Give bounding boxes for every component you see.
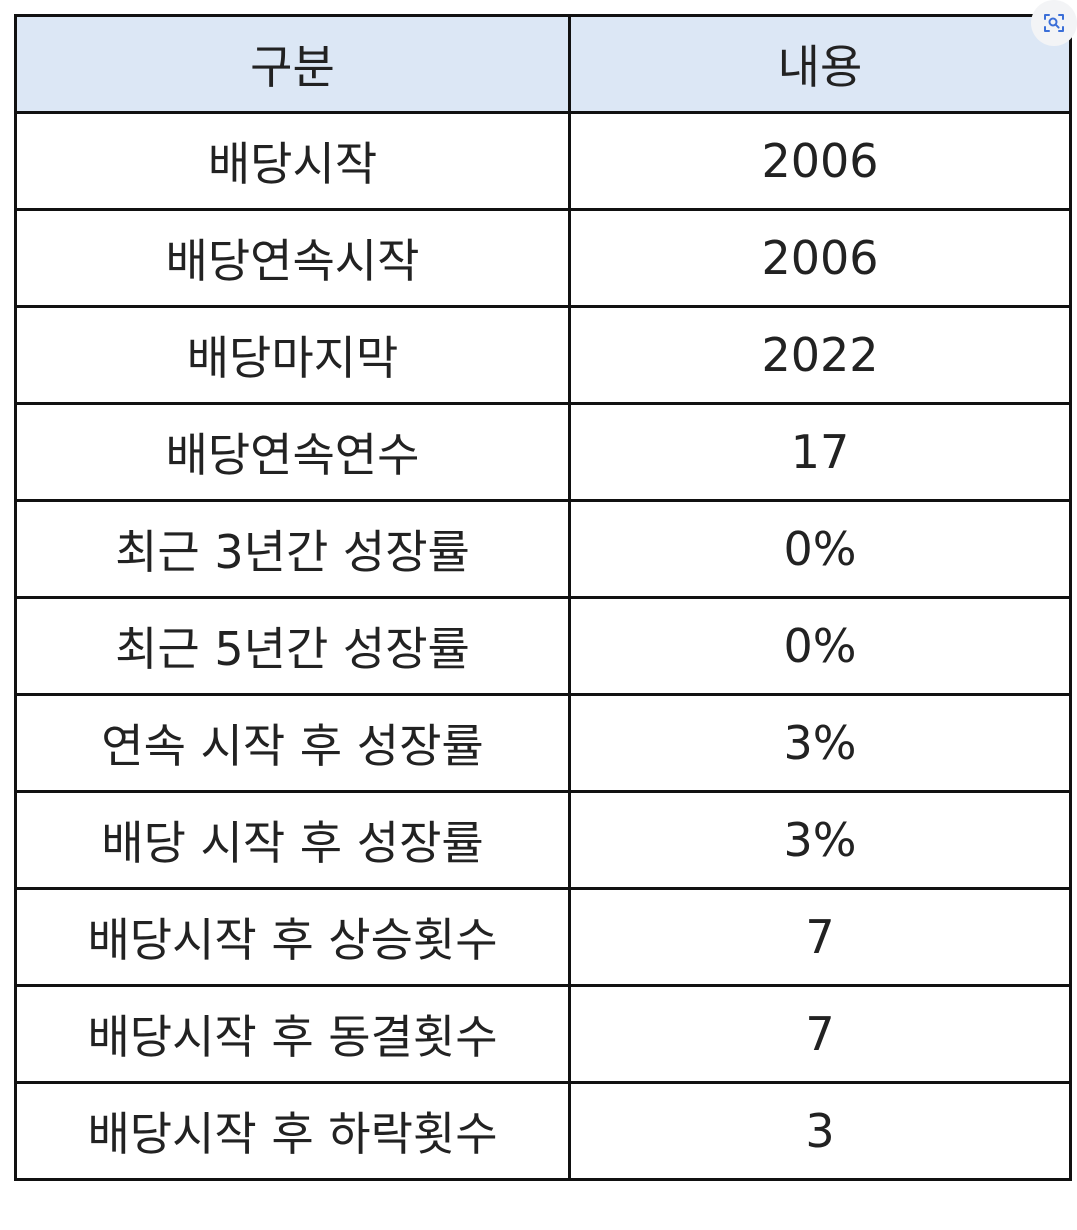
row-label: 배당 시작 후 성장률	[14, 790, 571, 890]
row-value: 7	[568, 984, 1072, 1084]
row-label: 배당연속연수	[14, 402, 571, 502]
row-value: 3	[568, 1081, 1072, 1181]
row-label: 배당시작 후 동결횟수	[14, 984, 571, 1084]
image-search-icon[interactable]	[1031, 0, 1077, 46]
dividend-table-container: 구분 내용 배당시작 2006 배당연속시작 2006 배당마지막 2022 배…	[14, 14, 1072, 1181]
row-value: 3%	[568, 790, 1072, 890]
header-category: 구분	[14, 14, 571, 114]
row-label: 배당마지막	[14, 305, 571, 405]
table-row: 배당연속연수 17	[14, 402, 1072, 502]
row-label: 배당시작 후 하락횟수	[14, 1081, 571, 1181]
row-value: 2022	[568, 305, 1072, 405]
row-value: 0%	[568, 596, 1072, 696]
row-label: 배당연속시작	[14, 208, 571, 308]
table-row: 연속 시작 후 성장률 3%	[14, 693, 1072, 793]
header-row: 구분 내용	[14, 14, 1072, 114]
row-label: 배당시작 후 상승횟수	[14, 887, 571, 987]
row-value: 17	[568, 402, 1072, 502]
table-row: 배당시작 후 동결횟수 7	[14, 984, 1072, 1084]
table-row: 배당시작 2006	[14, 111, 1072, 211]
table-row: 배당마지막 2022	[14, 305, 1072, 405]
row-label: 최근 3년간 성장률	[14, 499, 571, 599]
table-row: 최근 5년간 성장률 0%	[14, 596, 1072, 696]
table-row: 배당연속시작 2006	[14, 208, 1072, 308]
table-row: 배당시작 후 상승횟수 7	[14, 887, 1072, 987]
row-label: 최근 5년간 성장률	[14, 596, 571, 696]
image-search-icon-glyph	[1044, 14, 1064, 32]
row-value: 2006	[568, 111, 1072, 211]
row-label: 배당시작	[14, 111, 571, 211]
row-value: 2006	[568, 208, 1072, 308]
table-row: 배당 시작 후 성장률 3%	[14, 790, 1072, 890]
table-row: 최근 3년간 성장률 0%	[14, 499, 1072, 599]
row-value: 0%	[568, 499, 1072, 599]
row-value: 7	[568, 887, 1072, 987]
row-label: 연속 시작 후 성장률	[14, 693, 571, 793]
table-row: 배당시작 후 하락횟수 3	[14, 1081, 1072, 1181]
row-value: 3%	[568, 693, 1072, 793]
header-content: 내용	[568, 14, 1072, 114]
dividend-table: 구분 내용 배당시작 2006 배당연속시작 2006 배당마지막 2022 배…	[14, 14, 1072, 1181]
